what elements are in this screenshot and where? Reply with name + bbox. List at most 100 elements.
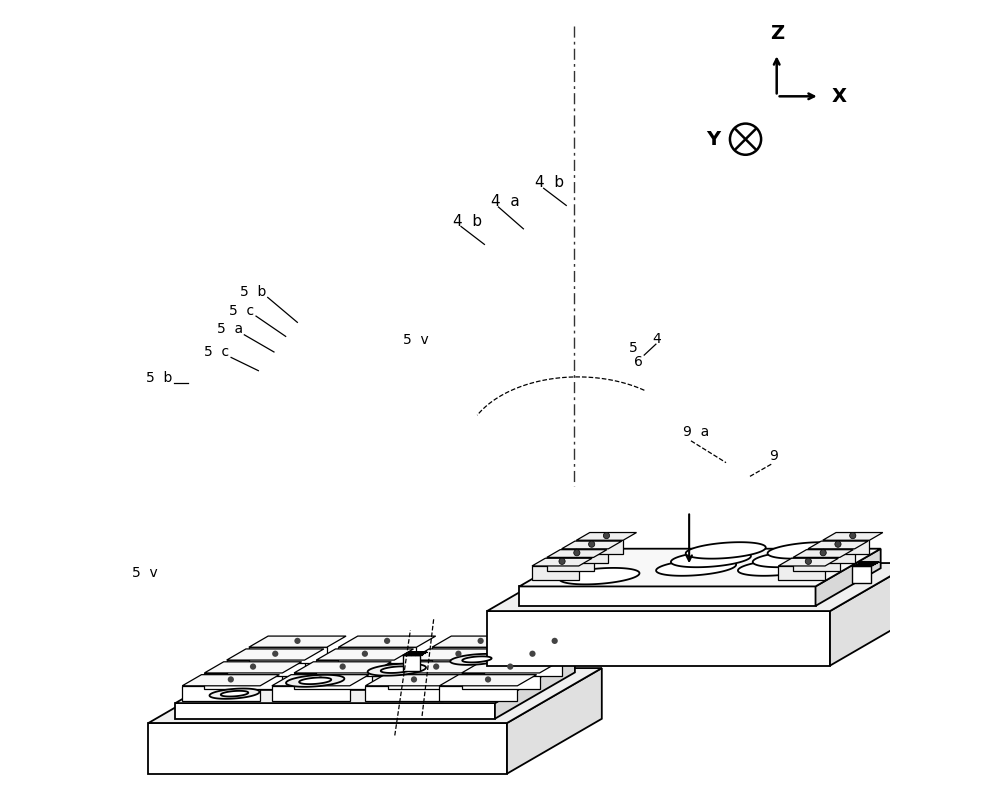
Text: 5  v: 5 v [132, 565, 158, 579]
Circle shape [384, 637, 390, 644]
Polygon shape [823, 532, 883, 540]
Polygon shape [462, 656, 492, 663]
Polygon shape [671, 551, 751, 568]
Polygon shape [245, 661, 568, 663]
Circle shape [820, 550, 826, 556]
Polygon shape [506, 636, 603, 647]
Polygon shape [852, 566, 871, 583]
Polygon shape [462, 673, 540, 688]
Circle shape [507, 663, 513, 670]
Polygon shape [562, 549, 608, 563]
Polygon shape [507, 668, 602, 774]
Polygon shape [686, 542, 766, 559]
Text: 5: 5 [629, 341, 637, 355]
Polygon shape [403, 655, 420, 671]
Text: 5  a: 5 a [217, 323, 243, 337]
Polygon shape [316, 649, 413, 660]
Polygon shape [272, 674, 369, 686]
Polygon shape [506, 647, 584, 663]
Circle shape [478, 637, 484, 644]
Polygon shape [410, 660, 488, 676]
Text: 6: 6 [634, 355, 643, 369]
Polygon shape [365, 674, 463, 686]
Polygon shape [175, 657, 575, 703]
Polygon shape [519, 586, 816, 606]
Text: 9: 9 [410, 710, 419, 724]
Polygon shape [532, 558, 592, 566]
Text: 5  c: 5 c [229, 304, 254, 318]
Polygon shape [294, 673, 372, 688]
Polygon shape [388, 662, 485, 673]
Circle shape [340, 663, 346, 670]
Text: X: X [832, 87, 847, 106]
Polygon shape [439, 686, 517, 701]
Polygon shape [559, 568, 639, 584]
Polygon shape [148, 668, 602, 723]
Text: 4  b: 4 b [453, 214, 482, 228]
Polygon shape [753, 551, 833, 568]
Text: Z: Z [770, 24, 784, 43]
Polygon shape [793, 557, 840, 571]
Polygon shape [368, 663, 426, 676]
Text: 5  v: 5 v [403, 334, 428, 347]
Polygon shape [299, 677, 331, 684]
Polygon shape [272, 686, 350, 701]
Polygon shape [286, 675, 344, 687]
Polygon shape [576, 532, 637, 540]
Polygon shape [462, 662, 559, 673]
Polygon shape [852, 562, 879, 566]
Circle shape [603, 532, 610, 539]
Polygon shape [249, 636, 346, 647]
Text: 4: 4 [652, 332, 661, 345]
Circle shape [589, 541, 595, 547]
Polygon shape [808, 541, 868, 549]
Polygon shape [182, 674, 279, 686]
Polygon shape [148, 723, 507, 774]
Polygon shape [484, 660, 562, 676]
Polygon shape [365, 686, 443, 701]
Circle shape [574, 550, 580, 556]
Polygon shape [198, 688, 521, 690]
Circle shape [559, 558, 565, 564]
Text: 9  a: 9 a [362, 731, 388, 745]
Polygon shape [816, 549, 881, 606]
Text: 4  a: 4 a [491, 195, 519, 210]
Text: Y: Y [706, 130, 721, 148]
Polygon shape [204, 662, 302, 673]
Polygon shape [316, 660, 394, 676]
Polygon shape [210, 688, 260, 699]
Polygon shape [768, 542, 848, 559]
Circle shape [835, 541, 841, 547]
Circle shape [228, 677, 234, 683]
Circle shape [362, 651, 368, 657]
Circle shape [529, 651, 536, 657]
Polygon shape [410, 649, 507, 660]
Polygon shape [576, 540, 623, 554]
Polygon shape [778, 558, 838, 566]
Polygon shape [487, 563, 913, 611]
Polygon shape [487, 611, 830, 666]
Circle shape [317, 677, 324, 683]
Polygon shape [484, 649, 581, 660]
Polygon shape [249, 647, 327, 663]
Polygon shape [432, 647, 510, 663]
Polygon shape [338, 647, 416, 663]
Polygon shape [221, 691, 248, 696]
Circle shape [455, 651, 462, 657]
Text: 5  c: 5 c [204, 345, 230, 359]
Circle shape [250, 663, 256, 670]
Circle shape [433, 663, 439, 670]
Polygon shape [656, 560, 736, 575]
Polygon shape [532, 566, 579, 580]
Circle shape [805, 558, 811, 564]
Polygon shape [432, 636, 529, 647]
Text: 5  b: 5 b [146, 371, 173, 385]
Circle shape [552, 637, 558, 644]
Polygon shape [808, 549, 855, 563]
Polygon shape [221, 674, 544, 677]
Circle shape [411, 677, 417, 683]
Circle shape [485, 677, 491, 683]
Polygon shape [381, 666, 413, 673]
Polygon shape [519, 549, 881, 586]
Polygon shape [338, 636, 436, 647]
